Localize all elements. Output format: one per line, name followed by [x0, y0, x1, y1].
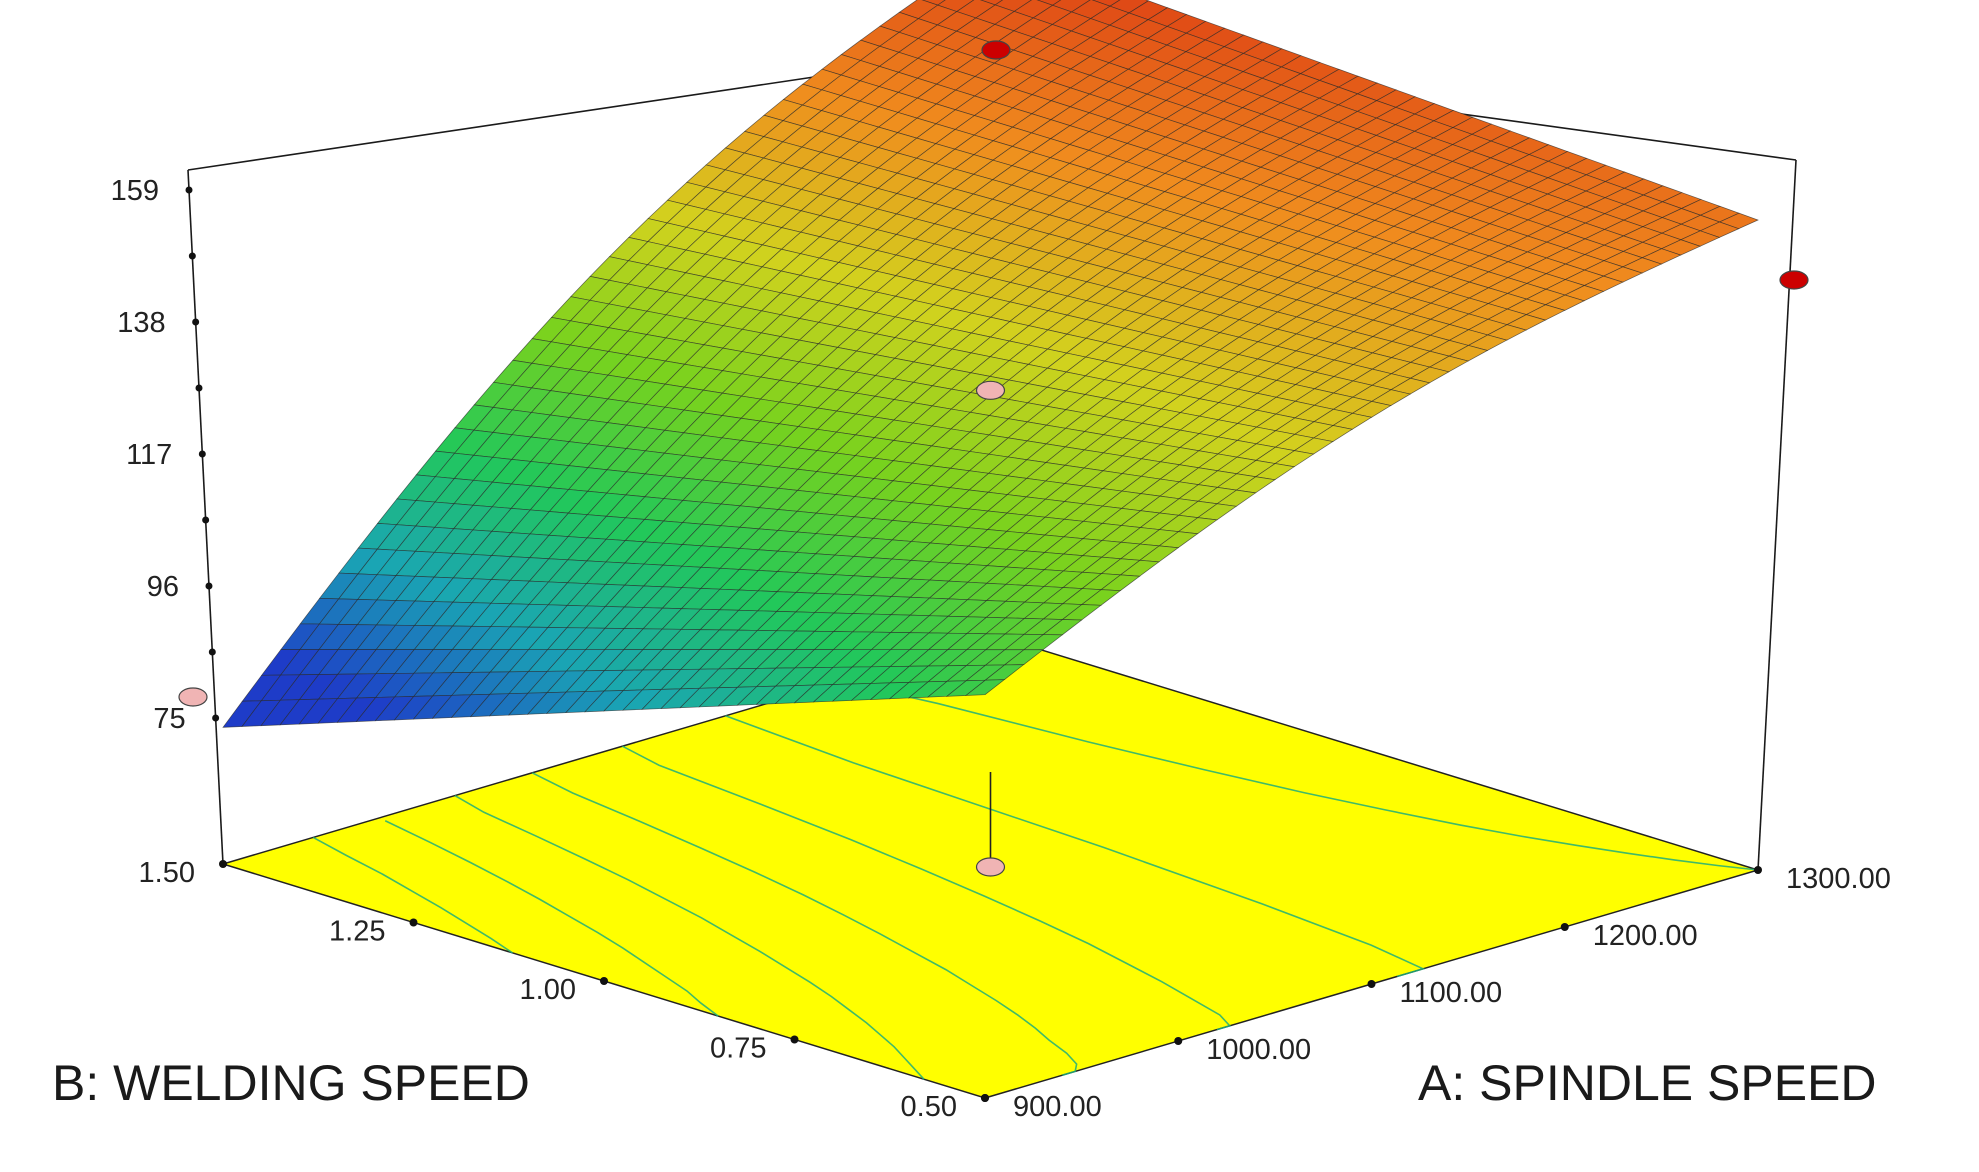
y-tick-dot	[600, 977, 608, 985]
z-minor-tick-dot	[195, 384, 203, 392]
y-tick-label: 1.50	[139, 857, 195, 889]
design-point	[981, 40, 1011, 60]
design-point	[975, 857, 1006, 877]
y-tick-dot	[790, 1035, 799, 1044]
contour-line	[312, 836, 514, 954]
y-tick-label: 0.50	[901, 1091, 957, 1123]
x-tick-dot	[1174, 1037, 1183, 1045]
y-tick-dot	[219, 860, 227, 868]
z-tick-label: 159	[111, 175, 159, 207]
design-point	[975, 380, 1006, 400]
contour-line	[384, 820, 719, 1017]
y-tick-dot	[409, 918, 418, 927]
z-minor-tick-dot	[188, 252, 196, 260]
y-tick-label: 1.00	[520, 974, 576, 1006]
x-tick-dot	[1754, 866, 1762, 874]
z-tick-dot	[205, 582, 213, 590]
z-tick-dot	[192, 318, 200, 326]
contour-line	[454, 794, 925, 1080]
x-tick-dot	[1560, 923, 1569, 931]
surface-cell	[964, 679, 1006, 696]
design-point	[178, 687, 208, 707]
z-tick-label: 96	[147, 571, 179, 603]
contour-line	[725, 715, 1426, 978]
contour-line	[531, 772, 1078, 1076]
z-tick-label: 138	[117, 307, 165, 339]
z-tick-dot	[185, 186, 193, 194]
design-point	[1779, 270, 1809, 290]
z-tick-dot	[212, 714, 220, 722]
design-points	[178, 40, 1809, 877]
y-tick-label: 0.75	[710, 1033, 766, 1065]
z-minor-tick-dot	[208, 648, 216, 656]
frame-right-vertical	[1757, 159, 1797, 871]
response-surface	[222, 0, 1759, 728]
y-tick-dot	[981, 1094, 989, 1102]
x-tick-label: 900.00	[1013, 1091, 1102, 1123]
z-tick-label: 117	[126, 439, 172, 471]
x-tick-dot	[1367, 980, 1376, 988]
x-axis-title: A: SPINDLE SPEED	[1418, 1055, 1877, 1111]
contour-line	[622, 745, 1232, 1031]
x-tick-label: 1000.00	[1206, 1034, 1311, 1066]
contour-line	[828, 680, 1759, 871]
z-tick-label: 75	[153, 703, 185, 735]
x-tick-label: 1100.00	[1400, 977, 1503, 1009]
axis-ticks: 75 96 117 138 159 900.00 1000.00 1100.00 1200.00…	[111, 175, 1891, 1123]
y-axis-title: B: WELDING SPEED	[52, 1055, 530, 1111]
y-tick-label: 1.25	[329, 916, 385, 948]
z-minor-tick-dot	[202, 516, 210, 524]
x-tick-label: 1200.00	[1593, 920, 1698, 952]
z-tick-dot	[198, 450, 206, 458]
x-tick-label: 1300.00	[1786, 863, 1891, 895]
